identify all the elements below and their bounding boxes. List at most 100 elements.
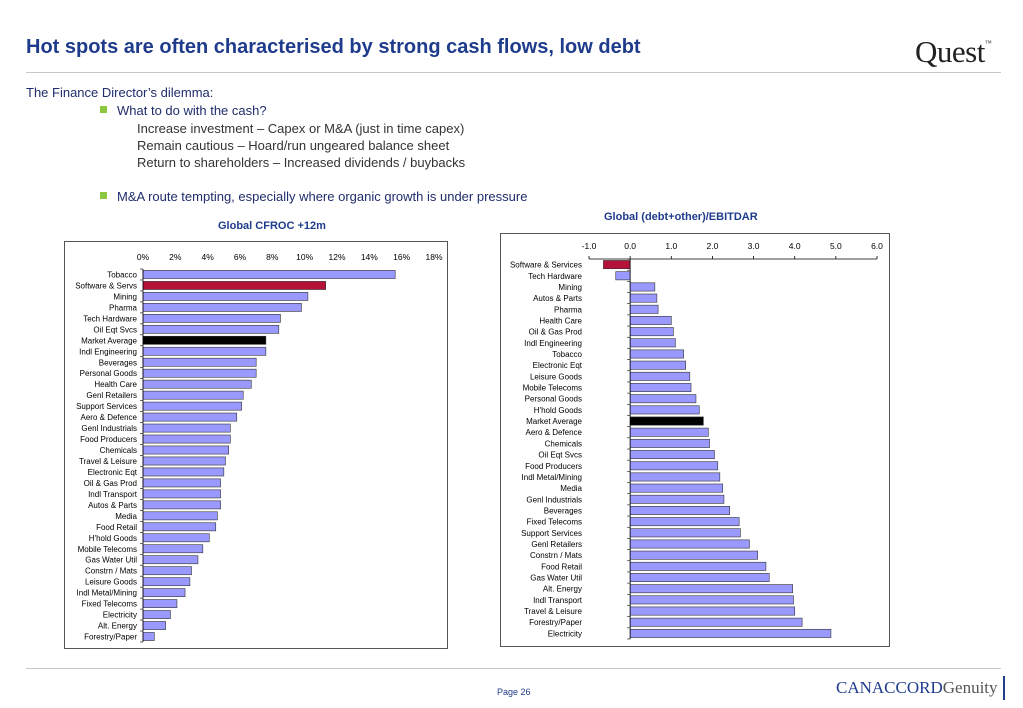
bar xyxy=(629,416,704,426)
category-label: Tobacco xyxy=(552,350,582,359)
sub-line: Return to shareholders – Increased divid… xyxy=(137,155,466,170)
category-label: Mining xyxy=(113,292,137,301)
bar xyxy=(629,494,725,504)
x-tick-label: 2% xyxy=(169,252,182,262)
quest-logo: Quest™ xyxy=(915,34,992,70)
category-label: Food Retail xyxy=(96,523,137,532)
x-tick-label: 2.0 xyxy=(707,241,719,251)
category-label: Forestry/Paper xyxy=(529,618,582,627)
bar xyxy=(142,544,204,554)
bar xyxy=(629,338,676,348)
category-label: Tech Hardware xyxy=(83,314,137,323)
category-label: Market Average xyxy=(526,417,582,426)
category-label: Personal Goods xyxy=(525,395,582,404)
bar xyxy=(142,303,302,312)
brand-text-2: Genuity xyxy=(942,678,998,697)
category-label: Oil & Gas Prod xyxy=(84,479,137,488)
x-tick-label: 12% xyxy=(328,252,345,262)
category-label: Indl Transport xyxy=(533,596,583,605)
sub-line: Increase investment – Capex or M&A (just… xyxy=(137,121,465,136)
bullet-text: What to do with the cash? xyxy=(117,103,267,118)
x-tick-label: 1.0 xyxy=(665,241,677,251)
bar xyxy=(629,371,691,381)
category-label: Autos & Parts xyxy=(88,501,137,510)
bar xyxy=(142,489,221,499)
bar xyxy=(142,577,191,587)
category-label: Indl Engineering xyxy=(524,339,582,348)
category-label: Leisure Goods xyxy=(530,372,582,381)
bar xyxy=(142,588,186,597)
category-label: Gas Water Util xyxy=(85,556,137,565)
debt-ebitdar-chart: -1.0 0.0 1.0 2.0 3.0 4.0 5.0 6.0 Software & Serv… xyxy=(510,241,883,640)
bullet-text: M&A route tempting, especially where org… xyxy=(117,189,528,204)
bar xyxy=(629,517,740,527)
category-label: Mining xyxy=(558,283,582,292)
category-label: Travel & Leisure xyxy=(524,607,583,616)
category-label: Constrn / Mats xyxy=(85,567,137,576)
category-label: Fixed Telecoms xyxy=(82,600,137,609)
chart2-frame: -1.0 0.0 1.0 2.0 3.0 4.0 5.0 6.0 Software & Serv… xyxy=(500,233,890,647)
x-tick-label: 16% xyxy=(393,252,410,262)
category-label: Software & Services xyxy=(510,261,582,270)
bar xyxy=(629,461,719,471)
cfroc-chart: 0% 2% 4% 6% 8% 10% 12% 14% 16% 18% Tobacco Software… xyxy=(75,252,443,643)
bar xyxy=(629,316,672,325)
x-tick-label: 4% xyxy=(202,252,215,262)
bar xyxy=(142,511,218,521)
category-label: Tobacco xyxy=(107,270,137,279)
x-tick-label: 4.0 xyxy=(789,241,801,251)
bar xyxy=(142,555,199,565)
category-label: Beverages xyxy=(544,506,582,515)
bar xyxy=(629,438,710,448)
bar xyxy=(629,539,750,549)
bar xyxy=(142,456,226,466)
page-number: Page 26 xyxy=(497,687,531,697)
bar xyxy=(629,584,793,594)
category-label: Beverages xyxy=(99,358,137,367)
category-label: Market Average xyxy=(81,336,137,345)
category-label: Indl Transport xyxy=(88,490,138,499)
sub-line: Remain cautious – Hoard/run ungeared bal… xyxy=(137,138,450,153)
x-tick-label: 18% xyxy=(425,252,442,262)
category-label: Support Services xyxy=(521,529,582,538)
x-tick-label: 5.0 xyxy=(830,241,842,251)
bar xyxy=(629,349,684,359)
bar xyxy=(142,610,171,619)
title-divider xyxy=(26,72,1001,73)
bullet-marker xyxy=(100,106,107,113)
page-title: Hot spots are often characterised by str… xyxy=(26,36,641,58)
category-label: Aero & Defence xyxy=(81,413,138,422)
x-tick-label: 0% xyxy=(137,252,150,262)
category-label: Travel & Leisure xyxy=(79,457,138,466)
bar xyxy=(629,606,796,616)
bar xyxy=(142,621,166,630)
category-label: Media xyxy=(560,484,582,493)
category-label: Aero & Defence xyxy=(526,428,583,437)
category-label: Personal Goods xyxy=(80,369,137,378)
category-label: Mobile Telecoms xyxy=(523,384,582,393)
bar xyxy=(142,434,231,444)
x-tick-label: 10% xyxy=(296,252,313,262)
x-tick-label: -1.0 xyxy=(582,241,597,251)
bar xyxy=(142,335,267,345)
bar xyxy=(629,472,721,482)
category-label: Chemicals xyxy=(545,439,582,448)
x-tick-label: 6% xyxy=(234,252,247,262)
category-label: Alt. Energy xyxy=(543,585,582,594)
bar xyxy=(629,327,674,337)
bullet-cash: What to do with the cash? xyxy=(100,103,267,118)
bullet-ma: M&A route tempting, especially where org… xyxy=(100,189,527,204)
category-label: Genl Industrials xyxy=(81,424,137,433)
bar xyxy=(142,379,252,389)
bar xyxy=(142,599,178,608)
category-label: Media xyxy=(115,512,137,521)
bar xyxy=(629,617,803,627)
chart1-title: Global CFROC +12m xyxy=(218,220,326,232)
bar xyxy=(142,324,280,334)
brand-text: CANACCORD xyxy=(836,678,943,697)
canaccord-logo: CANACCORDGenuity xyxy=(836,678,998,698)
category-label: Indl Metal/Mining xyxy=(77,589,137,598)
category-label: Indl Engineering xyxy=(79,347,137,356)
bar xyxy=(629,550,758,560)
bar xyxy=(142,632,155,641)
